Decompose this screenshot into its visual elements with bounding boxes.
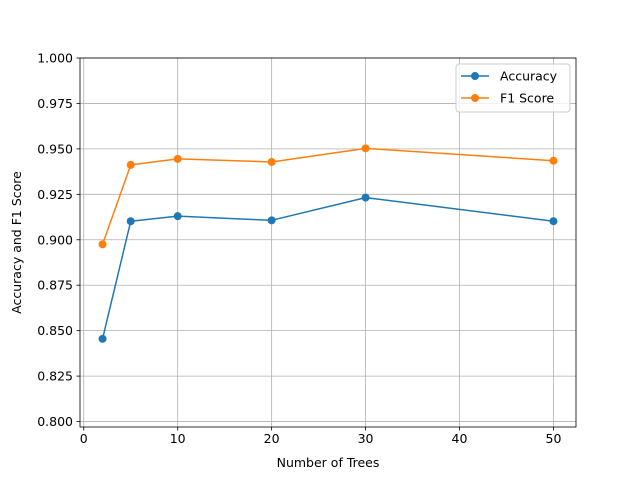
- f1-score-line: [101, 147, 554, 245]
- y-tick-label: 1.000: [37, 51, 73, 66]
- legend: Accuracy F1 Score: [455, 63, 571, 113]
- x-tick-label: 30: [358, 431, 374, 446]
- accuracy-point: [549, 217, 558, 226]
- f1-score-point: [173, 154, 182, 163]
- accuracy-point: [98, 334, 107, 343]
- f1-score-point: [98, 240, 107, 249]
- f1-score-point: [361, 144, 370, 153]
- accuracy-point: [126, 217, 135, 226]
- y-tick-label: 0.950: [37, 141, 73, 156]
- axis-ticks: 0 10 20 30 40 50 0.800 0.825 0.850 0.875 0.900 0.92…: [37, 51, 561, 447]
- accuracy-point: [361, 193, 370, 202]
- y-tick-label: 0.825: [37, 369, 73, 384]
- y-tick-label: 0.850: [37, 323, 73, 338]
- y-axis-label: Accuracy and F1 Score: [9, 171, 24, 314]
- y-tick-label: 0.975: [37, 96, 73, 111]
- x-tick-label: 40: [452, 431, 468, 446]
- legend-f1-score-marker: [471, 94, 479, 102]
- y-tick-label: 0.800: [37, 414, 73, 429]
- y-tick-label: 0.925: [37, 187, 73, 202]
- accuracy-point: [267, 216, 276, 225]
- plot-series: [98, 144, 558, 343]
- x-tick-label: 10: [170, 431, 186, 446]
- f1-score-point: [549, 156, 558, 165]
- x-axis-label: Number of Trees: [277, 455, 380, 470]
- y-tick-label: 0.875: [37, 278, 73, 293]
- f1-score-point: [126, 160, 135, 169]
- plot-area-frame: [79, 57, 577, 428]
- x-tick-label: 50: [546, 431, 562, 446]
- x-tick-label: 0: [80, 431, 88, 446]
- legend-accuracy-marker: [471, 72, 479, 80]
- legend-accuracy-label: Accuracy: [500, 69, 558, 84]
- legend-f1-score-label: F1 Score: [500, 91, 554, 106]
- accuracy-point: [173, 212, 182, 221]
- f1-score-point: [267, 157, 276, 166]
- x-tick-label: 20: [264, 431, 280, 446]
- y-tick-label: 0.900: [37, 232, 73, 247]
- accuracy-line: [101, 196, 554, 340]
